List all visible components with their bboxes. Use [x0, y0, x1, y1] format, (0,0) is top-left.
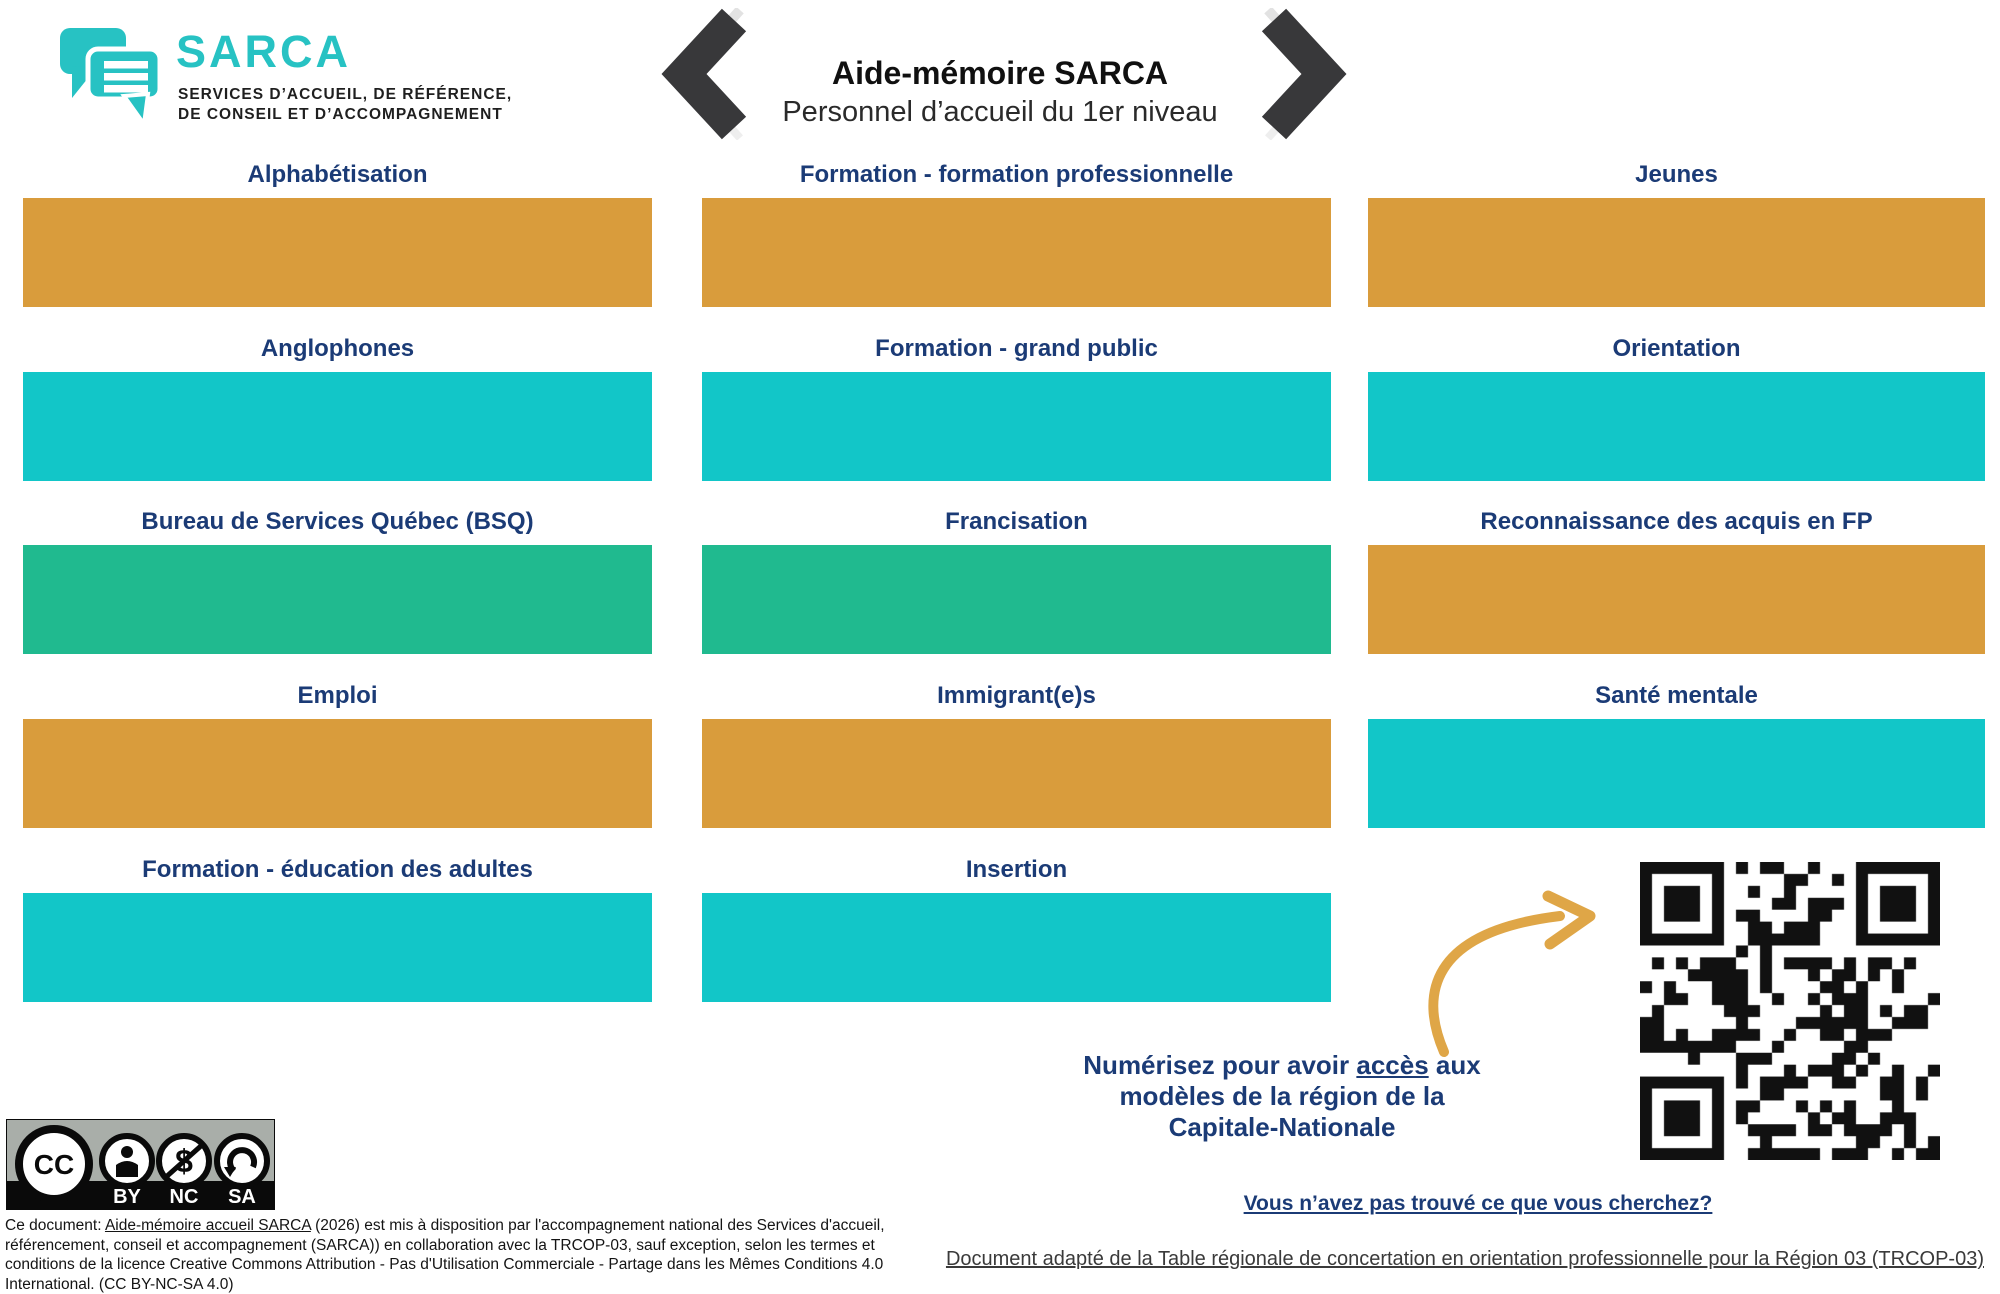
card-formation-education-adultes: Formation - éducation des adultes — [23, 853, 652, 1002]
logo-tagline-line2: DE CONSEIL ET D’ACCOMPAGNEMENT — [178, 106, 503, 123]
card-block-anglophones[interactable] — [23, 372, 652, 481]
sa-label: SA — [228, 1186, 256, 1208]
logo-tagline-line1: SERVICES D’ACCUEIL, DE RÉFÉRENCE, — [178, 86, 513, 103]
card-francisation: Francisation — [702, 505, 1331, 654]
card-orientation: Orientation — [1368, 332, 1985, 481]
card-immigrants: Immigrant(e)s — [702, 679, 1331, 828]
card-label: Formation - formation professionnelle — [799, 161, 1234, 188]
scan-note-text: Capitale-Nationale — [1168, 1112, 1396, 1142]
card-insertion: Insertion — [702, 853, 1331, 1002]
svg-text:CC: CC — [34, 1149, 74, 1180]
card-block-emploi[interactable] — [23, 719, 652, 828]
acces-link[interactable]: accès — [1356, 1050, 1429, 1080]
not-found-link[interactable]: Vous n’avez pas trouvé ce que vous cherc… — [1243, 1192, 1713, 1215]
license-post: (2026) est mis à disposition par l'accom… — [5, 1217, 885, 1293]
card-emploi: Emploi — [23, 679, 652, 828]
card-label: Alphabétisation — [247, 161, 428, 188]
card-block-formation-education-adultes[interactable] — [23, 893, 652, 1002]
license-document-link[interactable]: Aide-mémoire accueil SARCA — [104, 1217, 311, 1234]
card-block-orientation[interactable] — [1368, 372, 1985, 481]
next-page-chevron-icon[interactable] — [1252, 8, 1356, 140]
curved-arrow-icon — [1428, 890, 1596, 1057]
card-block-francisation[interactable] — [702, 545, 1331, 654]
card-label: Insertion — [965, 856, 1068, 883]
license-pre: Ce document: — [5, 1217, 105, 1234]
card-anglophones: Anglophones — [23, 332, 652, 481]
card-sante-mentale: Santé mentale — [1368, 679, 1985, 828]
logo-wordmark: SARCA — [176, 26, 352, 77]
card-reconnaissance-acquis-fp: Reconnaissance des acquis en FP — [1368, 505, 1985, 654]
card-bsq: Bureau de Services Québec (BSQ) — [23, 505, 652, 654]
card-block-sante-mentale[interactable] — [1368, 719, 1985, 828]
scan-note-text: Numérisez pour avoir — [1083, 1050, 1357, 1080]
scan-note: Numérisez pour avoir accès aux modèles d… — [1062, 1050, 1502, 1143]
by-icon — [99, 1133, 155, 1189]
scan-note-text: aux — [1428, 1050, 1481, 1080]
card-block-alphabetisation[interactable] — [23, 198, 652, 307]
card-label: Francisation — [945, 508, 1088, 535]
card-alphabetisation: Alphabétisation — [23, 158, 652, 307]
card-label: Anglophones — [260, 335, 415, 362]
prev-page-chevron-icon[interactable] — [652, 8, 756, 140]
cc-icon: CC — [15, 1125, 93, 1203]
card-label: Reconnaissance des acquis en FP — [1480, 508, 1873, 535]
card-block-bsq[interactable] — [23, 545, 652, 654]
card-block-reconnaissance-acquis-fp[interactable] — [1368, 545, 1985, 654]
page-title: Aide-mémoire SARCA — [831, 55, 1169, 91]
sa-icon — [214, 1133, 270, 1189]
cc-by-nc-sa-badge: CC $ BY NC SA — [6, 1119, 275, 1210]
card-block-immigrants[interactable] — [702, 719, 1331, 828]
card-label: Santé mentale — [1595, 682, 1758, 709]
card-jeunes: Jeunes — [1368, 158, 1985, 307]
header: Aide-mémoire SARCA Personnel d’accueil d… — [740, 54, 1260, 130]
card-block-formation-professionnelle[interactable] — [702, 198, 1331, 307]
sarca-logo-icon — [60, 28, 163, 128]
card-formation-grand-public: Formation - grand public — [702, 332, 1331, 481]
card-label: Jeunes — [1635, 161, 1718, 188]
by-label: BY — [113, 1186, 141, 1208]
card-label: Formation - éducation des adultes — [142, 856, 533, 883]
card-label: Orientation — [1612, 335, 1741, 362]
adapted-document-link[interactable]: Document adapté de la Table régionale de… — [945, 1248, 1984, 1270]
nc-label: NC — [170, 1186, 199, 1208]
scan-note-text: modèles de la région de la — [1119, 1081, 1445, 1111]
card-block-formation-grand-public[interactable] — [702, 372, 1331, 481]
card-label: Emploi — [297, 682, 378, 709]
license-text: Ce document: Aide-mémoire accueil SARCA … — [5, 1216, 917, 1294]
card-block-jeunes[interactable] — [1368, 198, 1985, 307]
page-subtitle: Personnel d’accueil du 1er niveau — [782, 96, 1218, 128]
card-block-insertion[interactable] — [702, 893, 1331, 1002]
card-label: Immigrant(e)s — [937, 682, 1096, 709]
nc-icon: $ — [156, 1133, 212, 1189]
card-label: Formation - grand public — [875, 335, 1158, 362]
qr-code — [1640, 862, 1940, 1160]
card-label: Bureau de Services Québec (BSQ) — [141, 508, 534, 535]
card-formation-professionnelle: Formation - formation professionnelle — [702, 158, 1331, 307]
